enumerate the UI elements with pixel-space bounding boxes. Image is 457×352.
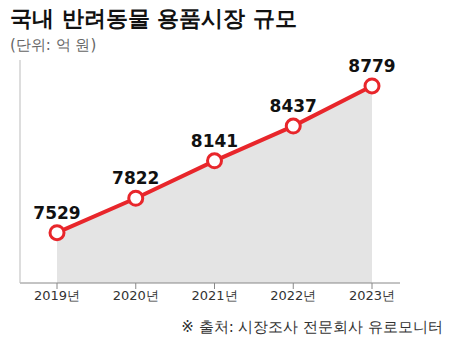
html-text:(단위: 억 원): (단위: 억 원): [10, 36, 97, 54]
svg-text:8141: 8141: [191, 131, 238, 151]
html-text:국내 반려동물 용품시장 규모: 국내 반려동물 용품시장 규모: [10, 6, 297, 31]
svg-text:2019년: 2019년: [34, 288, 80, 303]
svg-text:2023년: 2023년: [349, 288, 395, 303]
svg-text:2022년: 2022년: [270, 288, 316, 303]
html-text:※ 출처: 시장조사 전문회사 유로모니터: ※ 출처: 시장조사 전문회사 유로모니터: [181, 318, 443, 336]
svg-text:7529: 7529: [33, 203, 80, 223]
svg-text:2021년: 2021년: [191, 288, 237, 303]
svg-text:7822: 7822: [112, 168, 159, 188]
svg-text:8779: 8779: [348, 56, 395, 76]
svg-text:8437: 8437: [270, 96, 317, 116]
svg-text:2020년: 2020년: [113, 288, 159, 303]
